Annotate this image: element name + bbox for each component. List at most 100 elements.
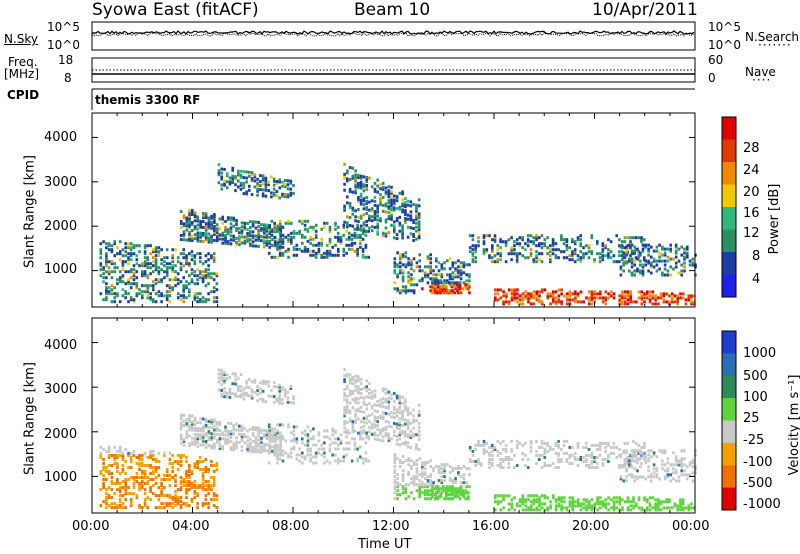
heat2-cell-555 xyxy=(221,431,224,435)
heat1-cell-709 xyxy=(276,224,280,228)
heat1-cell-1407 xyxy=(407,261,410,265)
heat2-cell-76 xyxy=(118,500,122,504)
heat2-cell-2244 xyxy=(691,461,695,465)
heat1-cell-1030 xyxy=(353,241,357,245)
heat2-cell-90 xyxy=(121,494,125,498)
cbar1-swatch-0 xyxy=(722,117,736,140)
heat1-cell-1778 xyxy=(573,252,577,256)
heat1-cell-228 xyxy=(157,294,161,298)
cbar2-swatch-1 xyxy=(722,353,736,377)
heat1-cell-1817 xyxy=(601,258,605,262)
heat2-cell-1284 xyxy=(404,408,407,412)
heat2-cell-1070 xyxy=(351,430,355,434)
heat2-cell-397 xyxy=(210,498,213,502)
heat1-cell-1 xyxy=(99,274,103,278)
heat1-cell-239 xyxy=(160,300,163,304)
heat2-cell-1857 xyxy=(496,494,500,498)
heat1-cell-1975 xyxy=(560,292,563,296)
heat1-cell-373 xyxy=(201,280,205,284)
heat1-cell-143 xyxy=(135,286,139,290)
heat2-cell-1998 xyxy=(601,504,605,508)
heat2-cell-985 xyxy=(339,441,343,445)
heat2-cell-2048 xyxy=(643,508,646,512)
heat2-cell-1636 xyxy=(491,458,494,461)
heat1-cell-874 xyxy=(278,245,282,249)
heat1-cell-1007 xyxy=(339,237,343,241)
heat1-cell-2150 xyxy=(630,259,634,263)
heat1-cell-1065 xyxy=(343,206,346,210)
heat2-cell-121 xyxy=(129,500,133,504)
heat2-cell-2159 xyxy=(644,455,648,459)
heat1-cell-720 xyxy=(217,173,221,177)
heat2-cell-1883 xyxy=(521,498,525,502)
heat2-cell-999 xyxy=(350,459,354,463)
heat2-cell-107 xyxy=(124,482,127,485)
heat1-cell-1790 xyxy=(579,250,582,254)
heat2-cell-83 xyxy=(118,472,122,475)
heat1-cell-354 xyxy=(196,300,199,304)
heat1-cell-917 xyxy=(298,231,301,235)
heat2-cell-434 xyxy=(182,437,186,441)
heat1-cell-1442 xyxy=(426,273,430,277)
heat2-cell-2150 xyxy=(639,457,642,461)
heat1-cell-1745 xyxy=(551,242,555,246)
heat2-cell-2189 xyxy=(661,449,664,453)
heat2-cell-1368 xyxy=(404,497,408,501)
station-title: Syowa East (fitACF) xyxy=(92,0,259,20)
heat2-cell-1153 xyxy=(370,412,374,416)
heat1-cell-281 xyxy=(171,264,174,268)
heat1-cell-1431 xyxy=(418,253,421,257)
time-tick-4: 16:00 xyxy=(472,519,510,534)
heat2-cell-1907 xyxy=(535,498,539,502)
heat1-cell-251 xyxy=(163,264,166,268)
heat1-cell-44 xyxy=(107,242,111,246)
heat2-cell-1618 xyxy=(479,443,483,447)
heat1-cell-43 xyxy=(107,244,111,248)
heat1-cell-528 xyxy=(210,216,213,220)
heat2-cell-687 xyxy=(271,439,274,443)
heat1-cell-631 xyxy=(249,232,252,236)
heat2-cell-289 xyxy=(176,460,180,463)
heat2-cell-1555 xyxy=(436,489,440,493)
heat2-cell-152 xyxy=(138,468,141,471)
heat2-cell-1862 xyxy=(502,498,505,502)
heat1-cell-803 xyxy=(264,194,268,198)
heat1-cell-1906 xyxy=(510,288,514,292)
heat2-cell-612 xyxy=(246,445,249,449)
heat1-cell-536 xyxy=(213,221,216,224)
heat1-cell-202 xyxy=(152,300,155,304)
heat1-cell-1705 xyxy=(529,240,533,244)
heat1-cell-965 xyxy=(320,253,323,257)
heat1-cell-1834 xyxy=(609,240,613,244)
heat1-cell-2030 xyxy=(612,296,616,300)
heat2-cell-1172 xyxy=(376,438,379,442)
heat2-cell-109 xyxy=(124,478,127,481)
heat1-cell-2023 xyxy=(604,298,608,302)
heat1-cell-2176 xyxy=(641,263,645,267)
heat1-cell-974 xyxy=(325,255,329,259)
heat1-cell-661 xyxy=(260,223,263,227)
heat2-cell-2205 xyxy=(672,477,675,481)
heat1-cell-410 xyxy=(212,258,216,262)
heat2-cell-2097 xyxy=(681,502,685,506)
heat1-cell-1519 xyxy=(457,285,460,289)
heat1-cell-1974 xyxy=(560,300,563,304)
heat2-cell-1440 xyxy=(426,489,430,493)
heat1-cell-596 xyxy=(235,222,238,226)
heat1-cell-498 xyxy=(204,238,208,242)
heat2-cell-1959 xyxy=(571,498,574,502)
heat1-cell-1528 xyxy=(459,271,463,275)
heat1-cell-2194 xyxy=(650,261,653,265)
heat2-cell-610 xyxy=(246,449,249,453)
heat1-cell-648 xyxy=(257,244,260,248)
heat2-cell-515 xyxy=(207,420,211,423)
heat1-cell-2043 xyxy=(623,300,627,304)
heat2-cell-1049 xyxy=(346,406,349,410)
heat2-cell-2 xyxy=(99,472,103,475)
heat2-cell-556 xyxy=(224,441,227,445)
heat2-cell-2212 xyxy=(674,469,678,473)
heat2-cell-412 xyxy=(212,476,216,479)
heat1-cell-75 xyxy=(118,280,122,284)
heat2-cell-449 xyxy=(188,426,191,430)
heat2-cell-1745 xyxy=(571,453,574,457)
